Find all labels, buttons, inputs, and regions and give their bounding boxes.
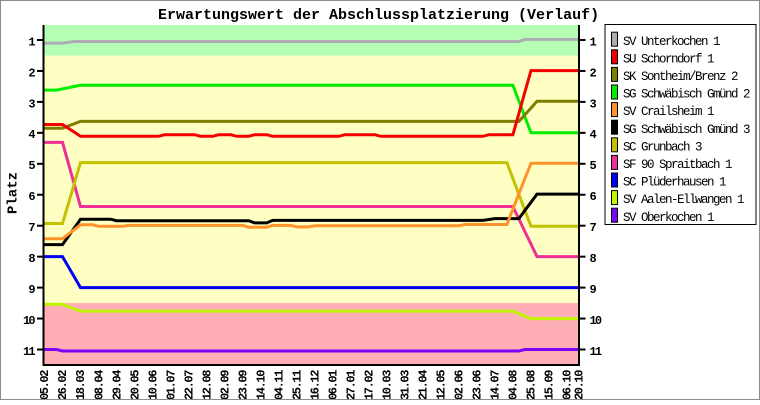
svg-text:06.10: 06.10	[561, 370, 575, 400]
svg-text:04.08: 04.08	[507, 370, 521, 400]
svg-text:4: 4	[590, 128, 597, 142]
svg-text:1: 1	[28, 35, 35, 49]
svg-text:14.07: 14.07	[489, 370, 503, 400]
svg-text:9: 9	[28, 283, 35, 297]
svg-text:05.02: 05.02	[38, 370, 52, 400]
svg-text:08.04: 08.04	[92, 370, 106, 400]
svg-text:2: 2	[28, 66, 35, 80]
svg-text:27.01: 27.01	[345, 370, 359, 400]
svg-text:SV Unterkochen 1: SV Unterkochen 1	[623, 35, 720, 49]
svg-text:5: 5	[590, 159, 597, 173]
svg-text:26.02: 26.02	[56, 370, 70, 400]
svg-text:Erwartungswert der Abschlusspl: Erwartungswert der Abschlussplatzierung …	[158, 7, 599, 24]
svg-text:3: 3	[590, 97, 597, 111]
svg-text:SC Plüderhausen 1: SC Plüderhausen 1	[623, 176, 726, 190]
svg-text:25.08: 25.08	[525, 370, 539, 400]
svg-text:21.04: 21.04	[417, 370, 431, 400]
svg-text:17.02: 17.02	[363, 370, 377, 400]
svg-text:31.03: 31.03	[399, 370, 413, 400]
svg-text:4: 4	[28, 128, 35, 142]
svg-text:04.11: 04.11	[272, 370, 286, 400]
svg-text:7: 7	[28, 221, 35, 235]
svg-text:23.06: 23.06	[471, 370, 485, 400]
svg-text:22.07: 22.07	[182, 370, 196, 400]
svg-text:06.01: 06.01	[327, 370, 341, 400]
svg-text:14.10: 14.10	[254, 370, 268, 400]
svg-text:8: 8	[590, 252, 597, 266]
svg-text:11: 11	[590, 345, 602, 359]
svg-text:SG Schwäbisch Gmünd 3: SG Schwäbisch Gmünd 3	[623, 123, 750, 137]
svg-text:10.06: 10.06	[146, 370, 160, 400]
svg-text:10.03: 10.03	[381, 370, 395, 400]
svg-text:2: 2	[590, 66, 597, 80]
svg-text:SC Grunbach 3: SC Grunbach 3	[623, 140, 702, 154]
svg-text:8: 8	[28, 252, 35, 266]
svg-text:12.05: 12.05	[435, 370, 449, 400]
svg-text:5: 5	[28, 159, 35, 173]
svg-text:6: 6	[28, 190, 35, 204]
svg-text:29.04: 29.04	[110, 370, 124, 400]
svg-text:Platz: Platz	[6, 172, 22, 214]
svg-text:11: 11	[23, 345, 35, 359]
svg-text:23.09: 23.09	[236, 370, 250, 400]
svg-text:1: 1	[590, 35, 597, 49]
svg-text:SV Oberkochen 1: SV Oberkochen 1	[623, 211, 714, 225]
svg-text:20.05: 20.05	[128, 370, 142, 400]
svg-text:SG Schwäbisch Gmünd 2: SG Schwäbisch Gmünd 2	[623, 88, 750, 102]
svg-text:9: 9	[590, 283, 597, 297]
svg-text:20.10: 20.10	[573, 370, 587, 400]
svg-text:01.07: 01.07	[164, 370, 178, 400]
svg-text:10: 10	[23, 314, 35, 328]
svg-text:SF 90 Spraitbach 1: SF 90 Spraitbach 1	[623, 158, 732, 172]
svg-text:10: 10	[590, 314, 602, 328]
svg-text:15.09: 15.09	[543, 370, 557, 400]
svg-text:02.06: 02.06	[453, 370, 467, 400]
svg-text:18.03: 18.03	[74, 370, 88, 400]
svg-text:12.08: 12.08	[200, 370, 214, 400]
svg-text:SV Aalen-Ellwangen 1: SV Aalen-Ellwangen 1	[623, 193, 744, 207]
svg-text:7: 7	[590, 221, 597, 235]
svg-text:25.11: 25.11	[290, 370, 304, 400]
svg-text:02.09: 02.09	[218, 370, 232, 400]
svg-text:6: 6	[590, 190, 597, 204]
svg-text:SV Crailsheim 1: SV Crailsheim 1	[623, 105, 714, 119]
svg-text:SU Schorndorf 1: SU Schorndorf 1	[623, 52, 714, 66]
svg-text:16.12: 16.12	[309, 370, 323, 400]
svg-text:3: 3	[28, 97, 35, 111]
svg-text:SK Sontheim/Brenz 2: SK Sontheim/Brenz 2	[623, 70, 738, 84]
